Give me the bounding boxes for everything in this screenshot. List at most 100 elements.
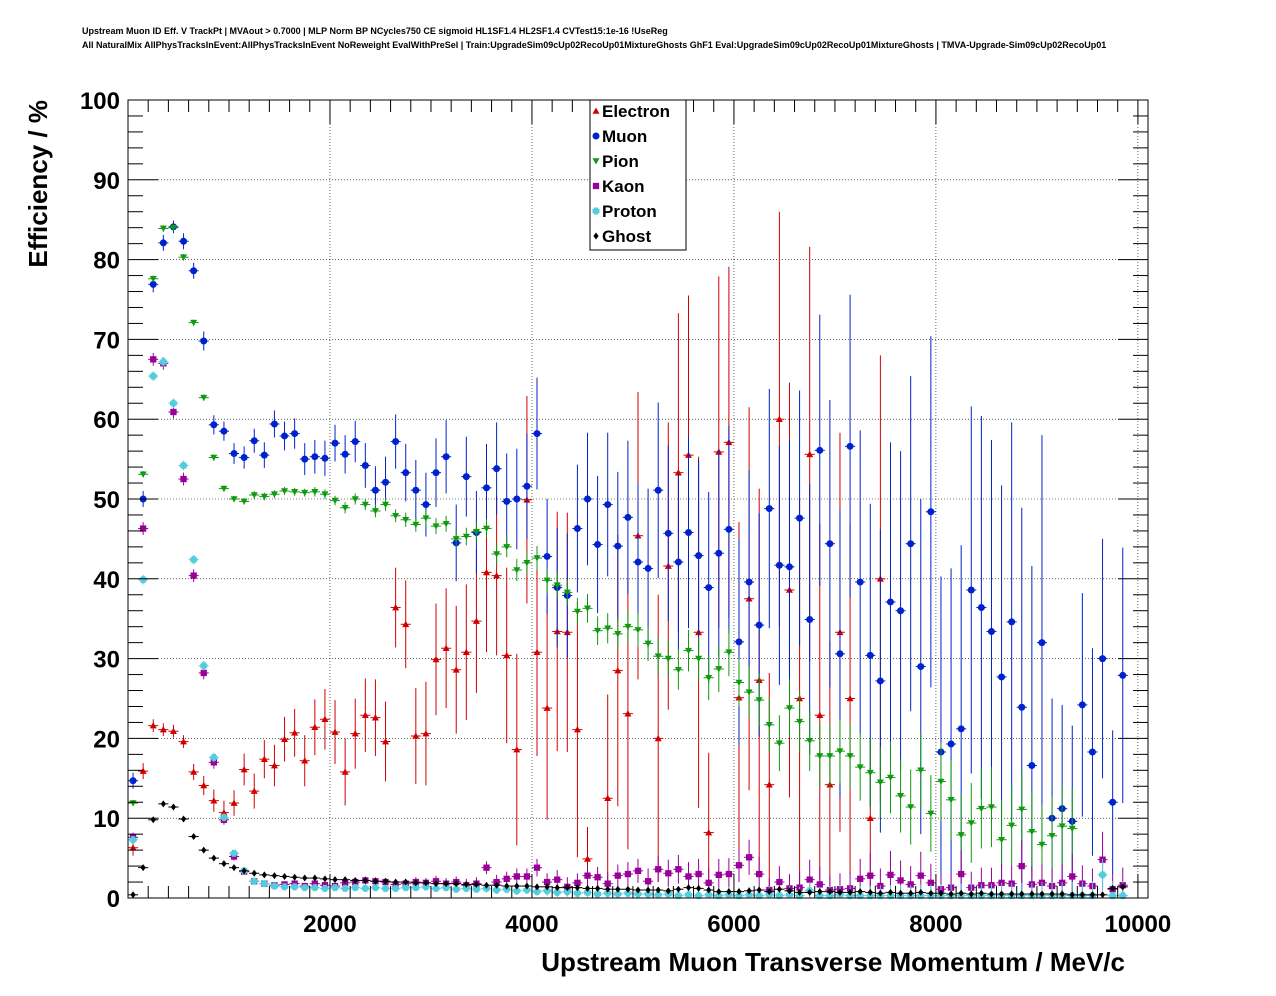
ghost-marker [807,888,813,896]
muon-marker [1008,618,1016,626]
electron-marker [674,469,682,476]
pion-point [451,530,462,548]
ghost-point [956,889,967,897]
muon-marker [200,337,208,345]
muon-marker [977,604,985,612]
pion-point [643,625,654,661]
electron-marker [169,727,177,735]
muon-marker [584,495,592,503]
electron-marker [260,755,268,762]
ghost-point [673,885,684,893]
muon-point [895,451,906,771]
muon-marker [785,563,793,571]
ghost-marker [1039,890,1045,898]
muon-marker [998,673,1006,681]
electron-marker [200,781,208,789]
y-tick-label: 10 [93,806,120,833]
pion-point [501,536,512,558]
pion-point [905,769,916,845]
muon-marker [1018,703,1026,711]
proton-marker [634,890,642,898]
proton-point [461,884,472,892]
proton-point [309,884,320,892]
electron-marker [392,604,400,611]
pion-point [774,715,785,772]
kaon-marker [816,881,823,888]
muon-point [1006,422,1017,822]
muon-marker [967,586,975,594]
ghost-point [966,890,977,898]
proton-marker [584,888,592,896]
proton-marker [351,884,359,892]
y-tick-label: 50 [93,487,120,514]
legend-marker-ghost [593,232,599,240]
electron-marker [180,738,188,745]
ghost-point [562,884,573,892]
electron-marker [432,655,440,663]
proton-point [552,887,563,898]
muon-marker [957,725,965,733]
ghost-point [329,876,341,884]
pion-marker [755,697,763,704]
ghost-marker [756,886,762,894]
legend-label-ghost: Ghost [602,227,651,246]
ghost-marker [392,878,399,886]
electron-marker [250,787,258,794]
pion-marker [725,649,733,656]
pion-point [360,499,371,511]
proton-marker [775,892,783,900]
muon-point [602,432,613,577]
kaon-marker [725,870,733,878]
kaon-marker [614,872,621,879]
pion-marker [1008,822,1016,829]
legend-label-kaon: Kaon [602,177,645,196]
proton-marker [573,889,581,897]
electron-marker [270,762,278,769]
proton-marker [392,884,400,892]
ghost-point [754,886,765,894]
kaon-marker [180,475,187,483]
ghost-point [1036,890,1048,898]
kaon-point [622,862,633,887]
proton-point [138,574,149,585]
muon-marker [462,473,470,481]
ghost-point [501,882,512,890]
pion-marker [493,551,501,558]
proton-marker [321,884,329,892]
proton-marker [523,886,531,894]
muon-point [319,440,330,476]
electron-point [350,698,361,769]
muon-marker [311,453,319,461]
electron-marker [866,814,874,821]
pion-marker [432,523,440,530]
muon-point [814,314,825,586]
muon-point [663,445,674,622]
proton-marker [1109,892,1117,900]
pion-marker [785,705,793,712]
pion-marker [1038,841,1046,849]
electron-point [309,699,320,756]
ghost-marker [362,876,368,884]
pion-marker [169,224,177,232]
proton-point [279,883,290,891]
pion-marker [341,504,349,512]
y-axis-label: Efficiency / % [23,100,53,268]
muon-point [249,428,260,453]
kaon-point [663,859,674,887]
pion-marker [957,832,965,839]
ghost-marker [1079,891,1085,899]
proton-marker [543,887,551,895]
ghost-marker [766,888,772,896]
pion-point [925,775,936,852]
proton-point [390,884,401,892]
ghost-marker [594,884,601,892]
muon-marker [917,663,925,671]
pion-point [178,254,189,261]
ghost-marker [342,876,348,884]
ghost-marker [908,889,914,897]
electron-point [299,735,310,787]
pion-marker [765,722,773,729]
ghost-point [461,880,472,888]
ghost-marker [140,864,146,872]
proton-marker [826,892,834,900]
